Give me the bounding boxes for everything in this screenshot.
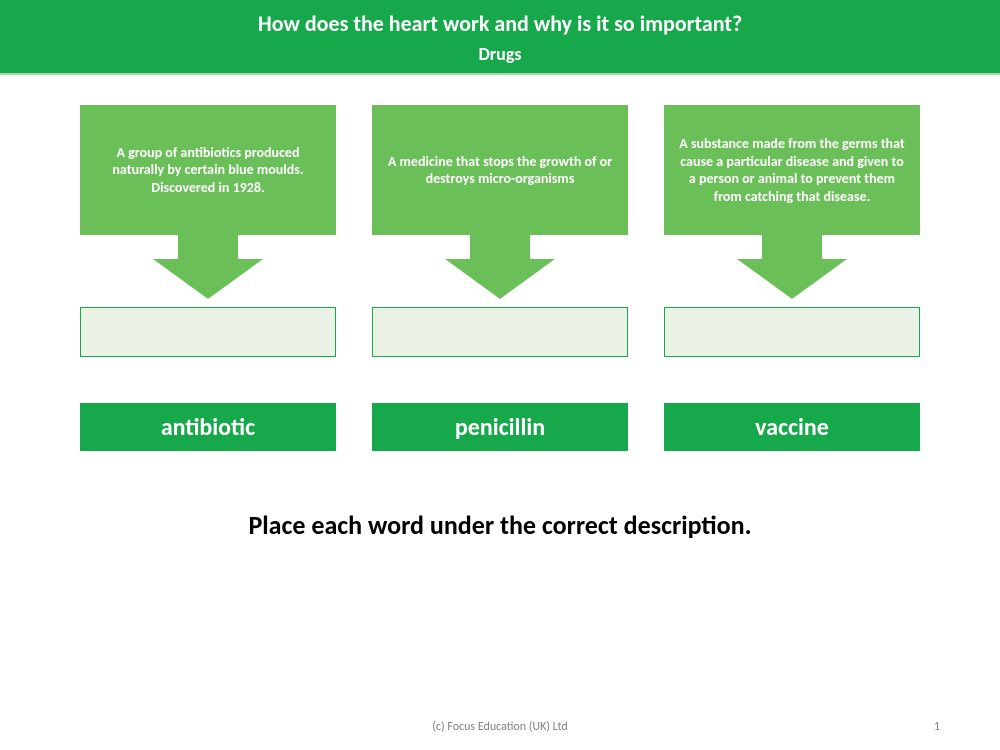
definition-card-2: A medicine that stops the growth of or d… <box>372 105 628 235</box>
word-tile-antibiotic[interactable]: antibiotic <box>80 403 336 451</box>
drop-zone-2[interactable] <box>372 307 628 357</box>
definition-col-3: A substance made from the germs that cau… <box>664 105 920 357</box>
arrow-down-icon <box>737 233 847 299</box>
instruction-text: Place each word under the correct descri… <box>0 509 1000 541</box>
arrow-down-icon <box>445 233 555 299</box>
arrow-down-icon <box>153 233 263 299</box>
word-tiles-row: antibiotic penicillin vaccine <box>0 357 1000 451</box>
definition-card-1: A group of antibiotics produced naturall… <box>80 105 336 235</box>
word-tile-vaccine[interactable]: vaccine <box>664 403 920 451</box>
page-title: How does the heart work and why is it so… <box>0 0 1000 41</box>
definition-card-3: A substance made from the germs that cau… <box>664 105 920 235</box>
page-subtitle: Drugs <box>0 41 1000 73</box>
slide: How does the heart work and why is it so… <box>0 0 1000 750</box>
footer-copyright: (c) Focus Education (UK) Ltd <box>0 720 1000 734</box>
drop-zone-3[interactable] <box>664 307 920 357</box>
definition-row: A group of antibiotics produced naturall… <box>0 75 1000 357</box>
drop-zone-1[interactable] <box>80 307 336 357</box>
word-tile-penicillin[interactable]: penicillin <box>372 403 628 451</box>
footer-page-number: 1 <box>934 720 940 734</box>
definition-col-2: A medicine that stops the growth of or d… <box>372 105 628 357</box>
slide-header: How does the heart work and why is it so… <box>0 0 1000 75</box>
definition-col-1: A group of antibiotics produced naturall… <box>80 105 336 357</box>
